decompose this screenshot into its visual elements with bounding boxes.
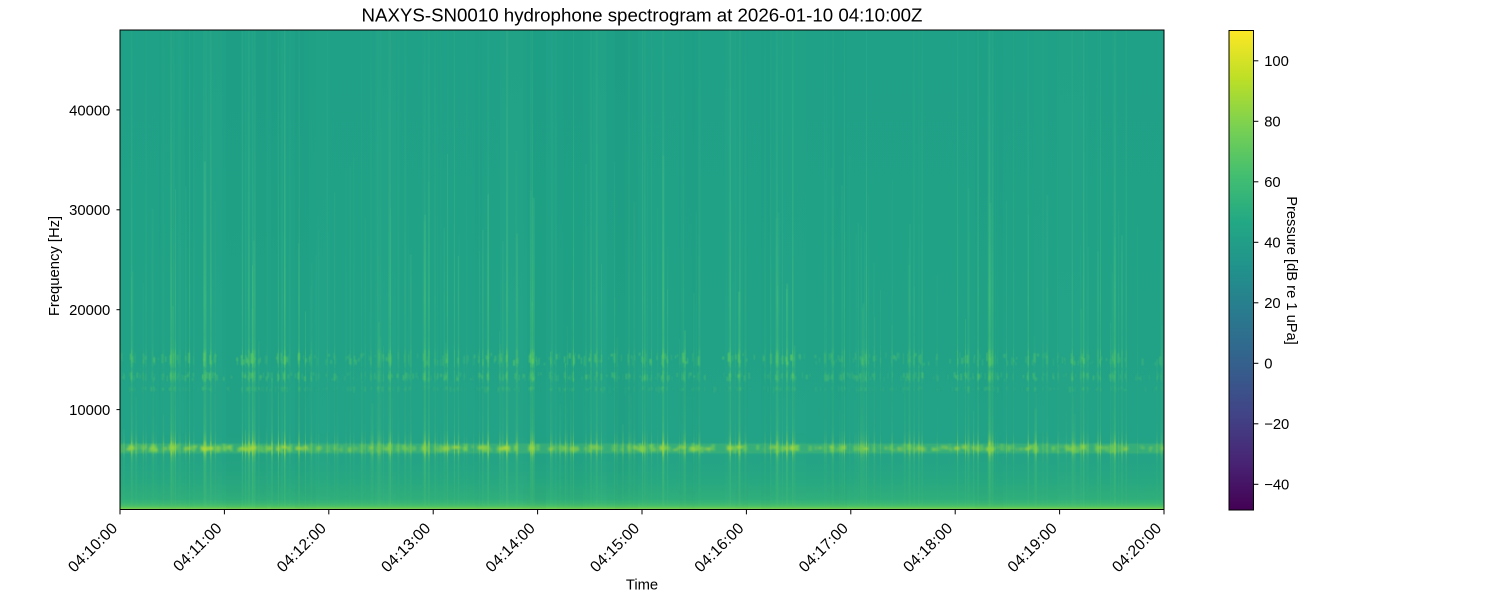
svg-text:0: 0 (1264, 357, 1272, 373)
svg-text:30000: 30000 (69, 203, 110, 219)
svg-text:NAXYS-SN0010 hydrophone spectr: NAXYS-SN0010 hydrophone spectrogram at 2… (362, 5, 923, 26)
svg-text:Frequency [Hz]: Frequency [Hz] (47, 216, 63, 316)
svg-text:80: 80 (1264, 115, 1280, 131)
svg-text:−20: −20 (1264, 417, 1289, 433)
svg-text:−40: −40 (1264, 478, 1289, 494)
svg-text:10000: 10000 (69, 403, 110, 419)
svg-text:Time: Time (626, 578, 658, 594)
svg-text:40000: 40000 (69, 103, 110, 119)
svg-text:Pressure [dB re 1 uPa]: Pressure [dB re 1 uPa] (1283, 196, 1299, 345)
svg-text:20: 20 (1264, 296, 1280, 312)
svg-text:40: 40 (1264, 236, 1280, 252)
svg-text:20000: 20000 (69, 303, 110, 319)
svg-text:100: 100 (1264, 54, 1289, 70)
svg-text:60: 60 (1264, 175, 1280, 191)
